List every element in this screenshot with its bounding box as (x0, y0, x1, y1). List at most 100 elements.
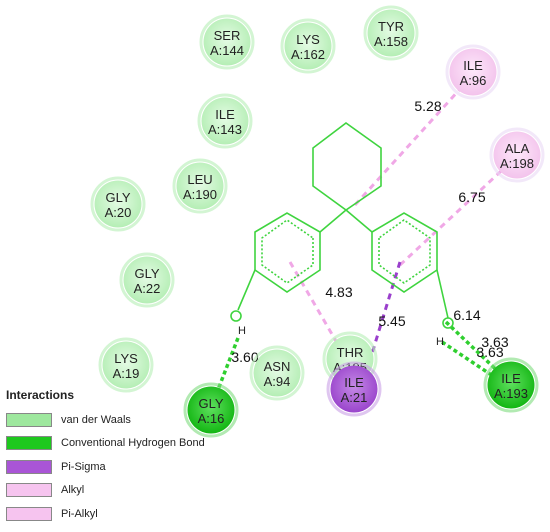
residue-id: A:198 (500, 156, 534, 171)
right-oh-bond (436, 269, 449, 319)
residue-id: A:16 (198, 411, 225, 426)
residue-halo (183, 382, 239, 438)
residue-disc (123, 256, 171, 304)
residue-id: A:21 (341, 390, 368, 405)
residue-name: THR (337, 345, 364, 360)
residue-discs: SERA:144LYSA:162TYRA:158ILEA:96ILEA:143A… (90, 5, 545, 438)
distance-label: 3.63 (481, 334, 508, 350)
left-phenyl-inner (261, 219, 314, 284)
pi-sigma-line-ile21 (368, 261, 402, 361)
legend-label: Pi-Sigma (61, 460, 106, 473)
distance-label: 3.60 (231, 349, 258, 365)
residue-halo (98, 337, 154, 393)
legend-swatch (6, 412, 52, 427)
residue-name: ASN (264, 359, 291, 374)
legend-label: van der Waals (61, 413, 131, 426)
residue-id: A:162 (291, 47, 325, 62)
residue-disc (367, 9, 415, 57)
legend-swatch (6, 459, 52, 474)
legend-item: van der Waals (6, 408, 226, 432)
residue-id: A:190 (183, 187, 217, 202)
residue-disc (253, 349, 301, 397)
legend-label: Pi-Alkyl (61, 507, 98, 520)
residue-name: ILE (501, 371, 521, 386)
residue-name: TYR (378, 19, 404, 34)
residue-disc (187, 386, 235, 434)
legend-item: Pi-Sigma (6, 455, 226, 479)
ligand-molecule (230, 122, 454, 329)
residue-name: ILE (463, 58, 483, 73)
residue-disc (94, 180, 142, 228)
legend-item: Alkyl (6, 479, 226, 503)
residue-id: A:96 (460, 73, 487, 88)
left-phenyl-ring (254, 212, 321, 293)
bond-left-phenyl (319, 209, 347, 233)
legend-label: Alkyl (61, 484, 85, 497)
residue-disc (176, 162, 224, 210)
residue-disc (493, 131, 541, 179)
residue-disc (284, 22, 332, 70)
residue-disc (102, 341, 150, 389)
distance-label: 5.45 (378, 313, 405, 329)
residue-halo (483, 357, 539, 413)
residue-halo (280, 18, 336, 74)
residue-name: GLY (105, 190, 130, 205)
residue-name: ILE (215, 107, 235, 122)
residue-disc (487, 361, 535, 409)
legend-items: van der Waals Conventional Hydrogen Bond P… (6, 408, 226, 526)
right-phenyl-ring (371, 212, 438, 293)
distance-labels: 5.286.754.835.45 6.143.633.633.60 (231, 98, 508, 365)
pi-alkyl-line-ala198 (398, 158, 515, 267)
left-oh-bond (237, 269, 256, 311)
distance-label: 5.28 (414, 98, 441, 114)
residue-name: GLY (198, 396, 223, 411)
residue-name: ALA (505, 141, 530, 156)
left-oxygen-atom (230, 310, 242, 322)
residue-halo (363, 5, 419, 61)
residue-disc (201, 97, 249, 145)
residue-name: ILE (344, 375, 364, 390)
residue-id: A:22 (134, 281, 161, 296)
residue-name: LYS (296, 32, 320, 47)
residue-halo (199, 14, 255, 70)
legend-swatch (6, 506, 52, 521)
pi-alkyl-line-thr195 (288, 261, 342, 349)
residue-id: A:193 (494, 386, 528, 401)
residue-disc (330, 365, 378, 413)
atom-labels: HH (238, 325, 444, 348)
residue-halo (445, 44, 501, 100)
right-phenyl-inner (378, 219, 431, 284)
interactions-legend: Interactions van der Waals Conventional H… (6, 388, 226, 526)
legend-title: Interactions (6, 388, 75, 402)
residue-id: A:20 (105, 205, 132, 220)
residue-halo (326, 361, 382, 417)
residue-id: A:143 (208, 122, 242, 137)
residue-halo (197, 93, 253, 149)
bond-right-phenyl (345, 209, 373, 233)
residue-disc (203, 18, 251, 66)
legend-item: Conventional Hydrogen Bond (6, 432, 226, 456)
residue-id: A:144 (210, 43, 244, 58)
hydrogen-atom-label: H (238, 325, 246, 337)
right-oxygen-atom (442, 317, 454, 329)
distance-label: 3.63 (476, 344, 503, 360)
residue-halo (90, 176, 146, 232)
distance-label: 6.75 (458, 189, 485, 205)
residue-halo (172, 158, 228, 214)
residue-halo (119, 252, 175, 308)
cyclohexane-ring (312, 122, 382, 211)
residue-name: LEU (187, 172, 212, 187)
legend-swatch (6, 483, 52, 498)
legend-item: Pi-Alkyl (6, 502, 226, 526)
